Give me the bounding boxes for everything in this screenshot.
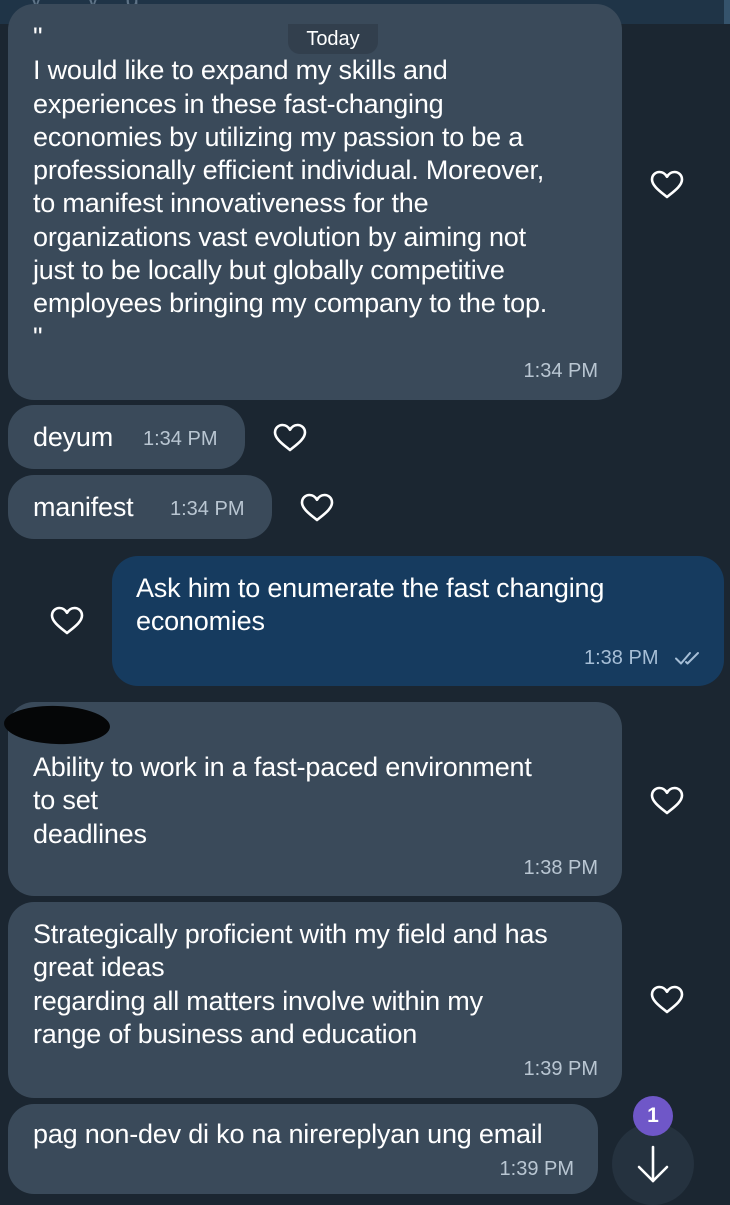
message-bubble-1[interactable]: " I would like to expand my skills and e… (8, 4, 622, 400)
header-edge (724, 0, 730, 24)
message-time-5: 1:38 PM (523, 857, 598, 879)
message-time-2: 1:34 PM (143, 428, 218, 450)
react-heart-icon-1[interactable] (650, 170, 684, 200)
message-bubble-3[interactable]: manifest 1:34 PM (8, 475, 272, 539)
message-bubble-2[interactable]: deyum 1:34 PM (8, 405, 245, 469)
react-heart-icon-4[interactable] (50, 606, 84, 636)
message-text-1: " I would like to expand my skills and e… (33, 22, 548, 352)
message-text-3: manifest (33, 492, 134, 522)
message-text-2: deyum (33, 422, 114, 452)
message-bubble-7[interactable]: pag non-dev di ko na nirereplyan ung ema… (8, 1104, 598, 1194)
message-time-6: 1:39 PM (523, 1058, 598, 1080)
message-bubble-6[interactable]: Strategically proficient with my field a… (8, 902, 622, 1098)
message-bubble-4[interactable]: Ask him to enumerate the fast changing e… (112, 556, 724, 686)
double-check-icon (675, 652, 699, 665)
message-time-4: 1:38 PM (584, 647, 659, 669)
react-heart-icon-6[interactable] (650, 985, 684, 1015)
message-time-1: 1:34 PM (523, 360, 598, 382)
react-heart-icon-5[interactable] (650, 786, 684, 816)
react-heart-icon-3[interactable] (300, 493, 334, 523)
unread-count-badge: 1 (633, 1096, 673, 1136)
message-text-5: Ability to work in a fast-paced environm… (33, 752, 532, 849)
message-text-4: Ask him to enumerate the fast changing e… (136, 573, 605, 637)
message-time-7: 1:39 PM (499, 1158, 574, 1180)
arrow-down-icon (637, 1145, 669, 1183)
message-text-6: Strategically proficient with my field a… (33, 919, 548, 1049)
message-text-7: pag non-dev di ko na nirereplyan ung ema… (33, 1119, 543, 1149)
date-separator: Today (288, 24, 378, 54)
scroll-to-bottom-button[interactable] (612, 1123, 694, 1205)
message-time-3: 1:34 PM (170, 498, 245, 520)
react-heart-icon-2[interactable] (273, 423, 307, 453)
message-bubble-5[interactable]: Ability to work in a fast-paced environm… (8, 702, 622, 896)
